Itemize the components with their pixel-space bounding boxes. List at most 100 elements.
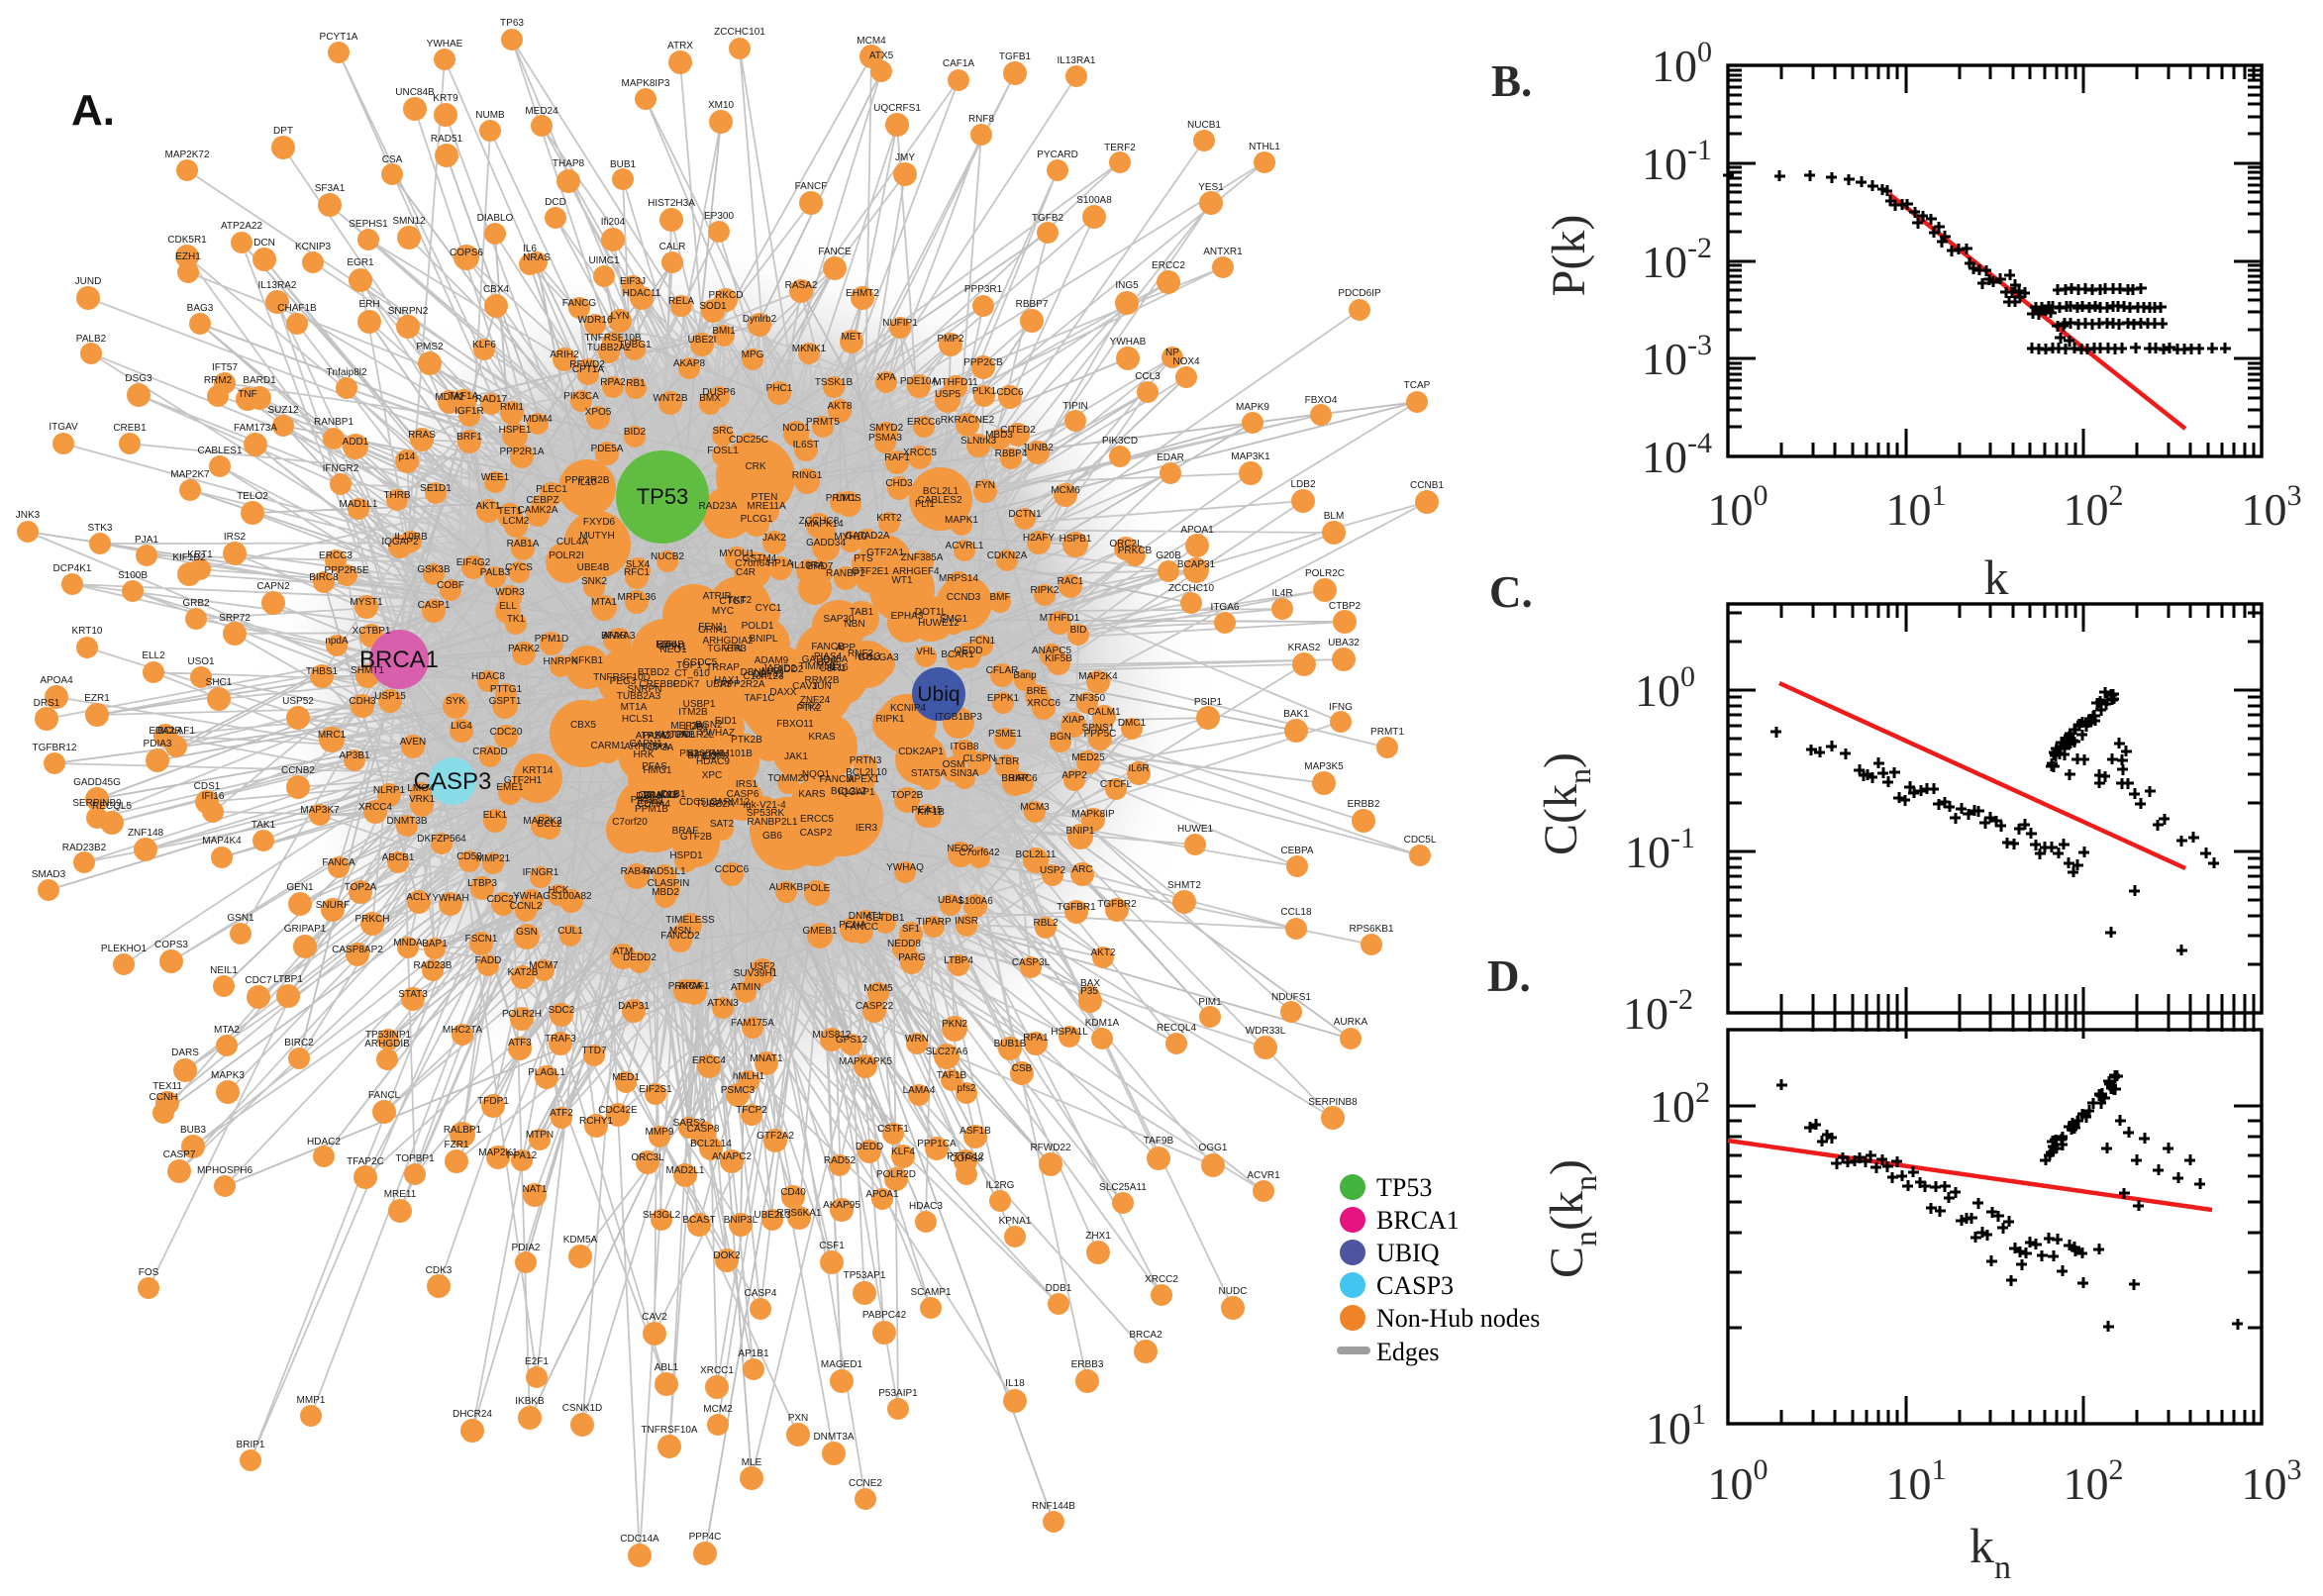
- svg-text:HIST2H3A: HIST2H3A: [648, 198, 695, 209]
- svg-text:POLR2C: POLR2C: [1305, 568, 1345, 579]
- svg-text:CAV1: CAV1: [792, 681, 818, 692]
- svg-text:SNRPN2: SNRPN2: [388, 306, 429, 317]
- svg-text:E2F1: E2F1: [525, 1356, 549, 1367]
- svg-text:TRRAP: TRRAP: [706, 662, 740, 673]
- svg-text:XCTBP1: XCTBP1: [353, 626, 391, 637]
- svg-text:KARS: KARS: [798, 789, 826, 800]
- svg-text:EIF4B: EIF4B: [656, 640, 684, 650]
- svg-text:KRT9: KRT9: [433, 93, 458, 104]
- svg-text:TEX11: TEX11: [152, 1081, 182, 1092]
- svg-text:IL2RG: IL2RG: [986, 1180, 1015, 1191]
- svg-text:DSG3: DSG3: [125, 373, 152, 384]
- svg-text:BGN: BGN: [1050, 732, 1071, 743]
- svg-text:CCL3: CCL3: [1135, 371, 1161, 382]
- svg-text:ATP2A22: ATP2A22: [221, 221, 262, 232]
- svg-text:GOLGA3: GOLGA3: [858, 652, 899, 663]
- svg-text:KCNIP3: KCNIP3: [295, 242, 332, 252]
- svg-text:CCNH: CCNH: [150, 1092, 178, 1103]
- svg-text:PARG: PARG: [898, 952, 926, 963]
- svg-text:JUNB: JUNB: [669, 730, 695, 741]
- svg-text:WDR33L: WDR33L: [1246, 1026, 1286, 1037]
- svg-text:KPNA1: KPNA1: [999, 1216, 1032, 1227]
- svg-text:TTD7: TTD7: [582, 1046, 607, 1056]
- svg-text:MAP2K2: MAP2K2: [523, 816, 562, 827]
- svg-text:TKT2: TKT2: [728, 595, 753, 606]
- svg-text:TERF2: TERF2: [1104, 143, 1136, 153]
- svg-text:APEX1: APEX1: [848, 774, 880, 785]
- svg-text:KRAS: KRAS: [808, 732, 836, 743]
- svg-text:CBX5: CBX5: [570, 720, 597, 731]
- svg-text:ETS1: ETS1: [637, 796, 661, 807]
- svg-text:BIRC8: BIRC8: [309, 572, 339, 583]
- svg-text:Igk-V21-4: Igk-V21-4: [743, 800, 786, 811]
- svg-text:CLSPN: CLSPN: [962, 753, 995, 764]
- svg-text:DCP4K1: DCP4K1: [53, 563, 92, 574]
- svg-text:TUBB2A2: TUBB2A2: [587, 343, 632, 353]
- svg-text:101: 101: [1886, 479, 1947, 535]
- svg-text:BNIP3L: BNIP3L: [724, 1215, 758, 1226]
- svg-text:ERCC2: ERCC2: [1152, 260, 1185, 271]
- svg-text:PIK3CD: PIK3CD: [1102, 436, 1138, 447]
- svg-text:ITGA6: ITGA6: [1211, 602, 1240, 613]
- svg-text:INSR: INSR: [955, 916, 978, 927]
- svg-text:SMAD3: SMAD3: [32, 869, 66, 880]
- svg-text:UBA1: UBA1: [938, 895, 964, 906]
- svg-text:YES1: YES1: [1198, 182, 1224, 193]
- svg-text:BUB1: BUB1: [610, 159, 637, 170]
- svg-text:PPP1CA: PPP1CA: [917, 1139, 957, 1149]
- svg-text:MED1: MED1: [612, 1072, 640, 1083]
- svg-text:HUWE1: HUWE1: [1177, 824, 1214, 835]
- svg-text:TRAF3: TRAF3: [545, 1034, 576, 1045]
- svg-text:CABLES2: CABLES2: [917, 495, 961, 506]
- svg-text:100: 100: [1708, 479, 1768, 535]
- svg-text:CUL4A: CUL4A: [556, 537, 589, 548]
- svg-text:BCL2L1: BCL2L1: [923, 486, 960, 497]
- svg-text:BTBD2: BTBD2: [638, 667, 670, 678]
- svg-text:CCDC6: CCDC6: [715, 864, 750, 875]
- svg-text:EPPK1: EPPK1: [987, 693, 1020, 704]
- svg-text:MMP9: MMP9: [646, 1127, 674, 1138]
- svg-text:APP: APP: [836, 643, 856, 653]
- svg-text:HUWE12: HUWE12: [918, 618, 960, 629]
- svg-text:SIP2: SIP2: [798, 701, 820, 712]
- svg-text:FANCF: FANCF: [795, 181, 828, 192]
- svg-text:PRKCH: PRKCH: [354, 914, 389, 925]
- svg-text:TAF1A: TAF1A: [449, 391, 479, 402]
- svg-text:MHC2TA: MHC2TA: [443, 1025, 483, 1036]
- svg-text:SLC25A11: SLC25A11: [1099, 1182, 1147, 1193]
- svg-text:PTK2B: PTK2B: [731, 735, 762, 746]
- svg-text:GSTM4: GSTM4: [743, 553, 777, 564]
- svg-text:GADD45G: GADD45G: [73, 777, 121, 788]
- svg-text:SPNS1: SPNS1: [1082, 723, 1115, 734]
- svg-text:100: 100: [1652, 36, 1712, 91]
- svg-text:BRF1: BRF1: [456, 432, 482, 443]
- svg-text:ZCCHC101: ZCCHC101: [714, 27, 765, 38]
- svg-text:BAX: BAX: [1080, 978, 1100, 989]
- svg-text:SIN3A: SIN3A: [951, 768, 979, 779]
- svg-text:DCN: DCN: [253, 238, 275, 249]
- svg-text:SUZ12: SUZ12: [267, 405, 299, 416]
- svg-text:FZR1: FZR1: [445, 1140, 469, 1150]
- svg-text:DKFZP564: DKFZP564: [417, 834, 466, 845]
- svg-text:PSME1: PSME1: [988, 729, 1022, 740]
- svg-text:GADD45A: GADD45A: [802, 654, 849, 665]
- svg-text:MBD2: MBD2: [652, 887, 679, 898]
- svg-text:WEE1: WEE1: [481, 472, 510, 483]
- svg-text:RKRACNE2: RKRACNE2: [941, 415, 995, 426]
- svg-text:IL13RA1: IL13RA1: [1058, 55, 1096, 66]
- svg-text:BMF: BMF: [989, 592, 1010, 603]
- svg-text:ERCC6: ERCC6: [907, 417, 941, 428]
- svg-text:LMO4: LMO4: [407, 783, 435, 794]
- svg-text:TAF1C: TAF1C: [745, 693, 775, 704]
- svg-text:MDM4: MDM4: [523, 414, 553, 425]
- svg-text:HAX1: HAX1: [714, 675, 741, 686]
- svg-text:MAP3K1: MAP3K1: [1231, 451, 1270, 462]
- svg-text:NUCB1: NUCB1: [1187, 120, 1221, 131]
- svg-text:ATP2A2: ATP2A2: [636, 731, 672, 742]
- svg-text:CAV2: CAV2: [642, 1312, 667, 1323]
- svg-text:NLRP1: NLRP1: [373, 785, 406, 796]
- svg-text:HCK: HCK: [548, 885, 568, 896]
- svg-text:AURKB: AURKB: [769, 882, 804, 893]
- svg-text:BMI1: BMI1: [712, 326, 736, 337]
- svg-text:TNFRSF10A: TNFRSF10A: [641, 1425, 698, 1436]
